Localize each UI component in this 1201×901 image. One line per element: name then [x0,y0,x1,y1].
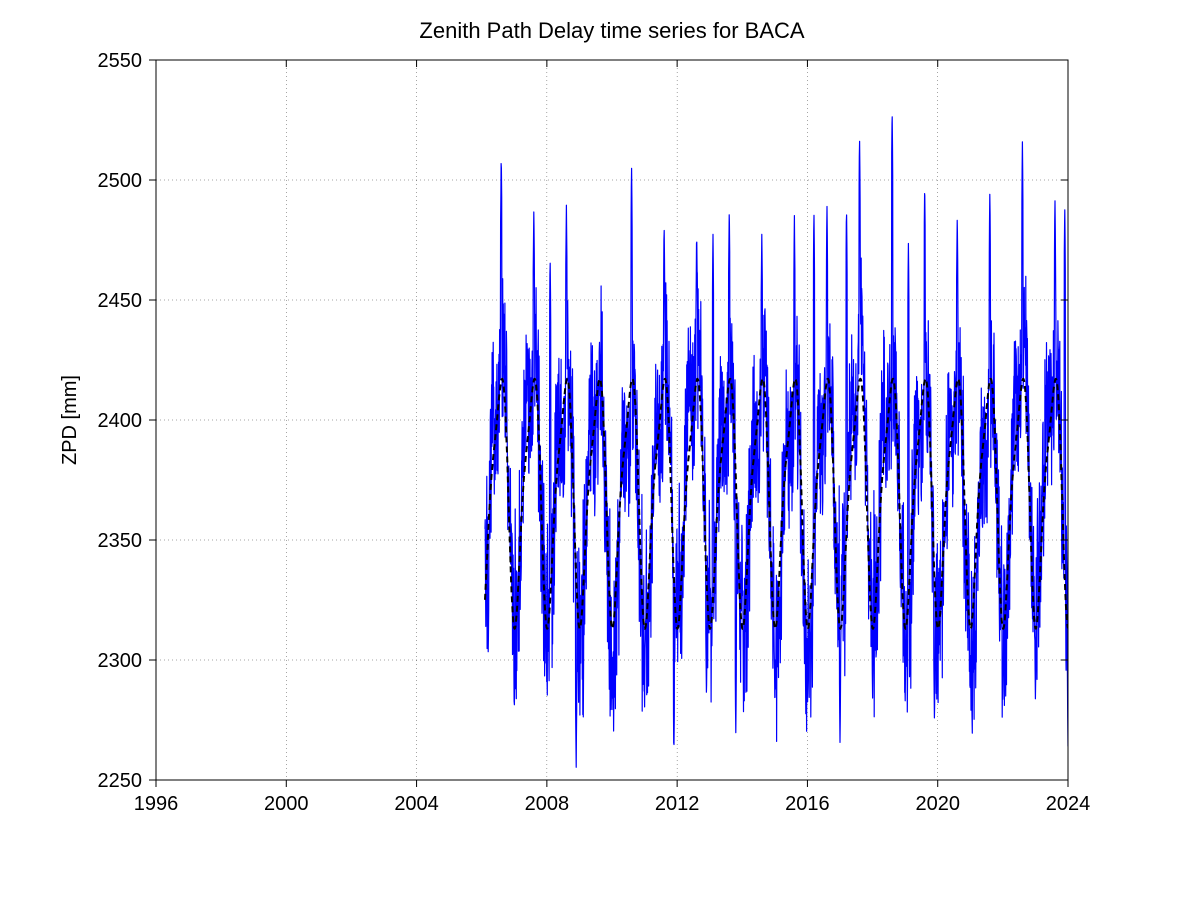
chart-container: 1996 2000 2004 2008 2012 2016 2020 2024 2250 2300… [0,0,1201,901]
ytick-label: 2500 [98,170,143,192]
ytick-label: 2450 [98,290,143,312]
ytick-label: 2400 [98,410,143,432]
chart-svg: 1996 2000 2004 2008 2012 2016 2020 2024 2250 2300… [0,0,1201,901]
ytick-label: 2250 [98,770,143,792]
chart-title: Zenith Path Delay time series for BACA [419,18,804,43]
xtick-label: 2016 [785,793,830,815]
chart-background [0,0,1201,901]
xtick-label: 2000 [264,793,309,815]
ytick-label: 2550 [98,50,143,72]
xtick-label: 2008 [525,793,570,815]
ytick-label: 2300 [98,650,143,672]
ytick-label: 2350 [98,530,143,552]
xtick-label: 2024 [1046,793,1091,815]
xtick-label: 2020 [915,793,960,815]
xtick-label: 2004 [394,793,439,815]
xtick-label: 1996 [134,793,179,815]
y-axis-label: ZPD [mm] [59,375,81,465]
xtick-label: 2012 [655,793,700,815]
